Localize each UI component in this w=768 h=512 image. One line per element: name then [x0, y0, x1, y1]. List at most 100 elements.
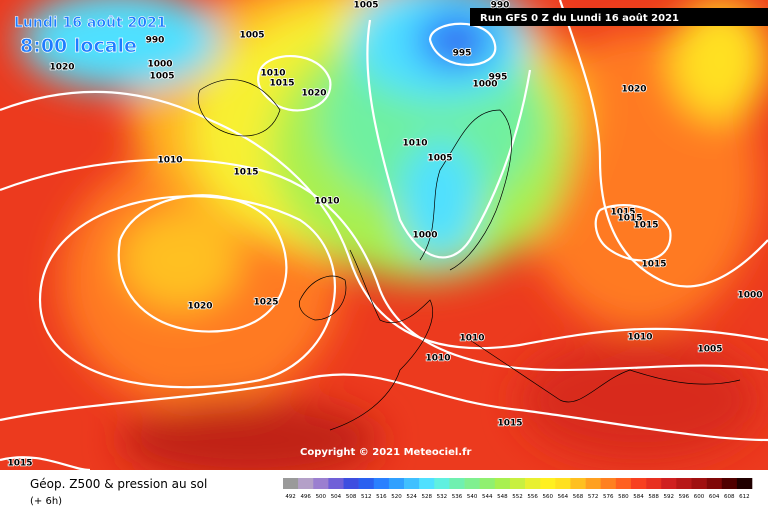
legend-scale-label: 496 — [300, 494, 311, 500]
legend-scale-label: 612 — [739, 494, 750, 500]
legend-title: Géop. Z500 & pression au sol — [30, 477, 207, 491]
legend-scale-label: 540 — [467, 494, 478, 500]
legend-swatch — [600, 478, 617, 489]
legend-swatch — [494, 478, 511, 489]
legend-scale-label: 584 — [633, 494, 644, 500]
legend-swatch — [585, 478, 602, 489]
legend-swatch — [419, 478, 435, 489]
isobar-label: 1010 — [425, 354, 450, 364]
legend-scale-label: 508 — [346, 494, 357, 500]
legend-swatch — [373, 478, 390, 489]
legend-scale-label: 576 — [603, 494, 614, 500]
isobar-label: 1005 — [149, 72, 174, 82]
isobar-label: 990 — [491, 1, 510, 11]
legend-swatch — [328, 478, 344, 489]
isobars — [0, 0, 768, 470]
legend-scale-label: 548 — [497, 494, 508, 500]
legend-swatch — [615, 478, 632, 489]
legend-swatch — [676, 478, 692, 489]
isobar-label: 990 — [146, 36, 165, 46]
coastlines — [197, 79, 741, 431]
isobar-label: 1000 — [737, 291, 762, 301]
legend-scale-label: 516 — [376, 494, 387, 500]
isobar-label: 1010 — [402, 139, 427, 149]
map-time: 8:00 locale — [20, 35, 137, 57]
legend-swatch — [479, 478, 496, 489]
legend-scale-label: 492 — [285, 494, 296, 500]
legend-swatch — [283, 478, 299, 489]
isobar-label: 1005 — [427, 154, 452, 164]
legend-swatch — [721, 478, 738, 489]
legend-swatch — [525, 478, 541, 489]
legend-scale-label: 588 — [648, 494, 659, 500]
legend-swatch — [298, 478, 314, 489]
legend-scale-label: 528 — [421, 494, 432, 500]
isobar-label: 995 — [453, 49, 472, 59]
copyright: Copyright © 2021 Meteociel.fr — [300, 447, 471, 458]
legend-scale-label: 564 — [558, 494, 569, 500]
legend-scale-label: 568 — [573, 494, 584, 500]
legend-scale-label: 536 — [452, 494, 463, 500]
isobar-label: 1015 — [7, 459, 32, 469]
legend-panel — [0, 470, 768, 512]
legend-scale-label: 556 — [527, 494, 538, 500]
legend-scale-label: 500 — [316, 494, 327, 500]
legend-swatch — [434, 478, 450, 489]
legend-swatch — [540, 478, 556, 489]
geopotential-field — [0, 0, 768, 470]
legend-scale-label: 552 — [512, 494, 523, 500]
legend-scale-label: 504 — [331, 494, 342, 500]
legend-scale-label: 512 — [361, 494, 372, 500]
legend-subtitle: (+ 6h) — [30, 496, 62, 507]
legend-swatch — [358, 478, 375, 489]
legend-swatch — [691, 478, 707, 489]
isobar-label: 1015 — [610, 208, 635, 218]
isobar-label: 1010 — [260, 69, 285, 79]
isobar-label: 1015 — [641, 260, 666, 270]
legend-scale-label: 560 — [543, 494, 554, 500]
isobar-label: 1015 — [617, 214, 642, 224]
isobar-label: 1005 — [239, 31, 264, 41]
run-info: Run GFS 0 Z du Lundi 16 août 2021 — [480, 12, 679, 24]
legend-swatch — [646, 478, 662, 489]
legend-scale-label: 524 — [406, 494, 417, 500]
legend-swatch — [570, 478, 586, 489]
legend-swatch — [509, 478, 526, 489]
legend-scale-label: 532 — [437, 494, 448, 500]
legend-swatch — [343, 478, 359, 489]
legend-swatch — [555, 478, 571, 489]
isobar-label: 1010 — [627, 333, 652, 343]
legend-swatch — [404, 478, 420, 489]
legend-scale-label: 596 — [679, 494, 690, 500]
legend-scale-label: 592 — [664, 494, 675, 500]
isobar-label: 1020 — [49, 63, 74, 73]
isobar-label: 1020 — [301, 89, 326, 99]
isobar-label: 1015 — [233, 168, 258, 178]
run-banner — [470, 8, 768, 26]
isobar-label: 1015 — [497, 419, 522, 429]
legend-scale-label: 520 — [391, 494, 402, 500]
legend-swatch — [449, 478, 465, 489]
isobar-label: 1020 — [187, 302, 212, 312]
isobar-label: 1000 — [472, 80, 497, 90]
legend-scale-label: 604 — [709, 494, 720, 500]
legend-swatch — [630, 478, 647, 489]
legend-scale-label: 580 — [618, 494, 629, 500]
isobar-label: 1005 — [353, 1, 378, 11]
isobar-label: 1010 — [157, 156, 182, 166]
legend-swatch — [736, 478, 753, 489]
isobar-label: 1015 — [633, 221, 658, 231]
legend-swatch — [706, 478, 723, 489]
legend-swatch — [388, 478, 405, 489]
isobar-label: 1015 — [269, 79, 294, 89]
legend-swatch — [313, 478, 329, 489]
legend-scale-label: 544 — [482, 494, 493, 500]
legend-scale-label: 608 — [724, 494, 735, 500]
isobar-label: 1005 — [697, 345, 722, 355]
isobar-label: 995 — [489, 73, 508, 83]
isobar-label: 1025 — [253, 298, 278, 308]
isobar-label: 1020 — [621, 85, 646, 95]
map-date: Lundi 16 août 2021 — [14, 15, 166, 31]
